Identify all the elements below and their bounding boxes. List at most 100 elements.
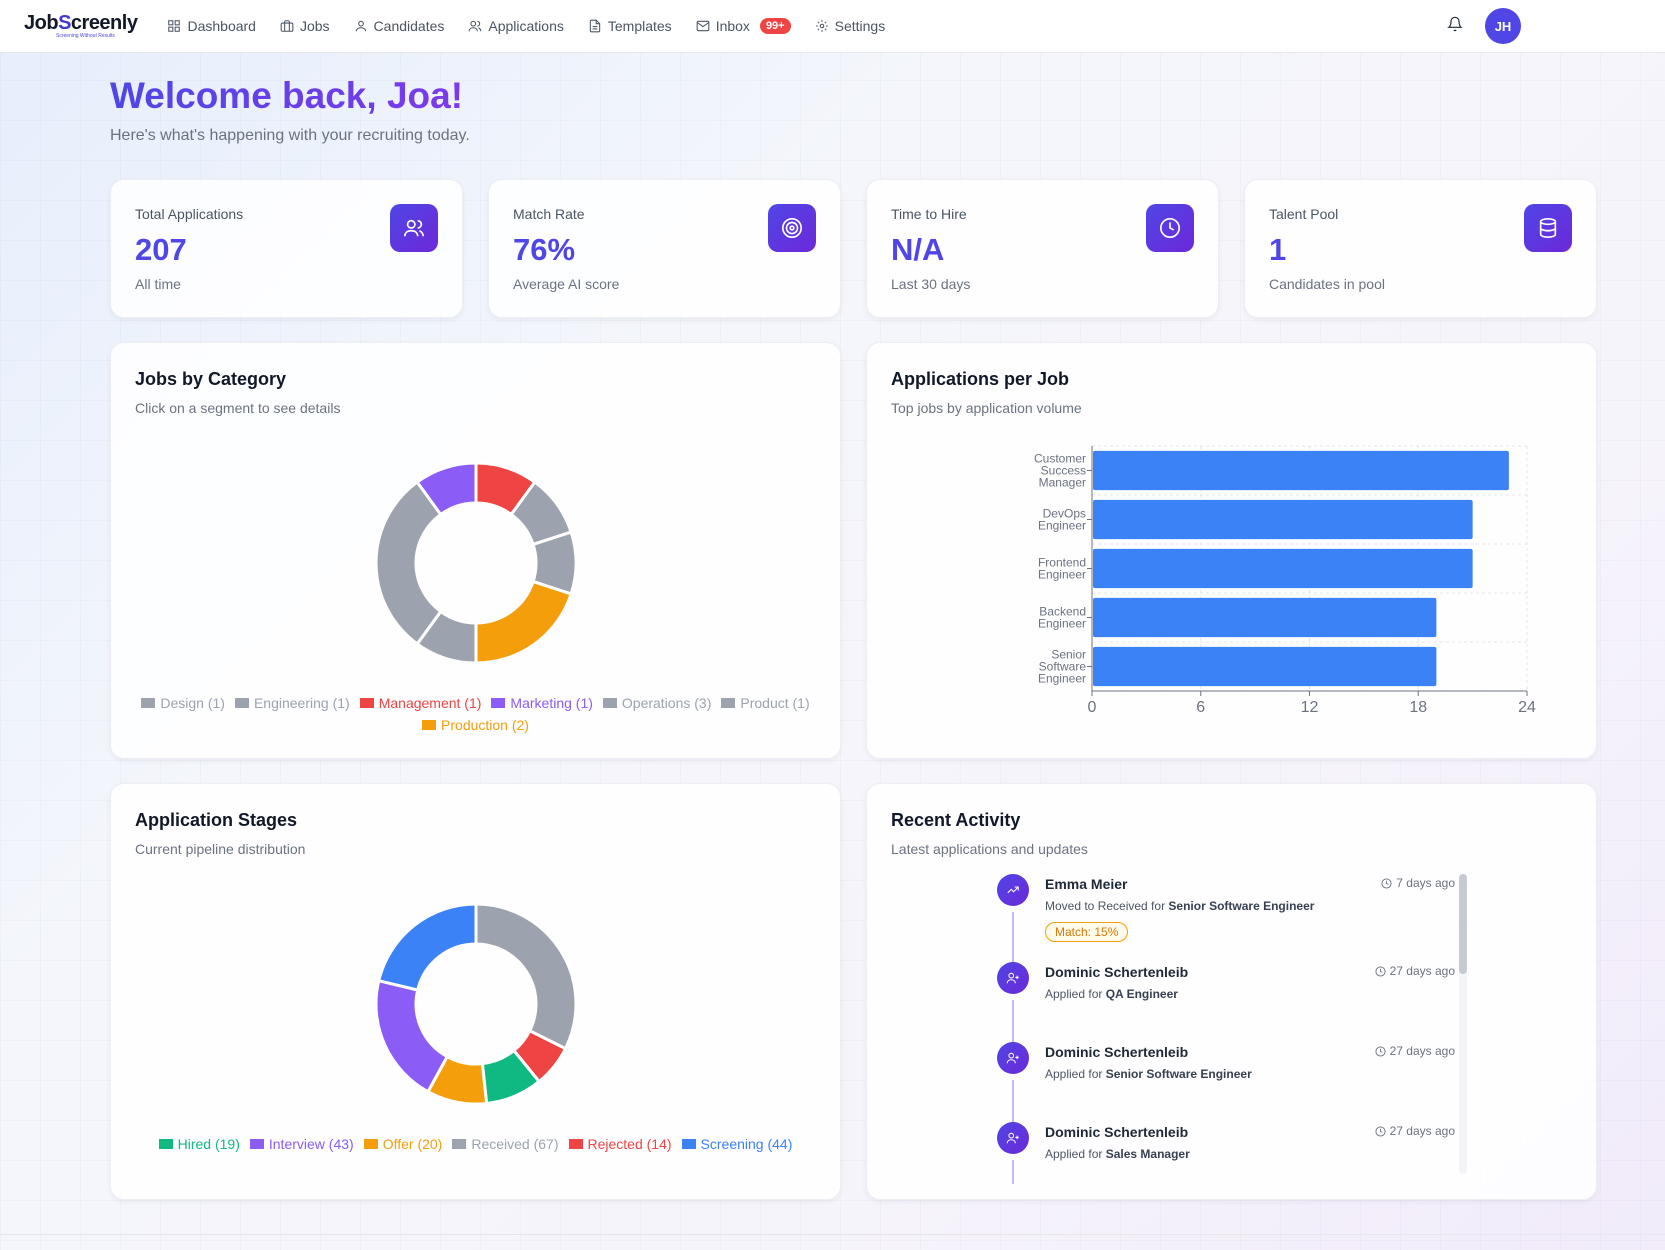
nav-dashboard[interactable]: Dashboard: [157, 12, 266, 40]
donut-segment-production[interactable]: [474, 579, 573, 665]
logo[interactable]: JobScreenly Screening Without Results: [24, 13, 138, 39]
users-icon: [404, 219, 424, 237]
legend-swatch: [491, 698, 506, 708]
nav-jobs-label: Jobs: [299, 18, 330, 34]
stat-icon-box: [390, 204, 438, 252]
bar-senior-software-engineer[interactable]: [1093, 646, 1437, 687]
activity-job[interactable]: QA Engineer: [1105, 987, 1178, 1001]
activity-item[interactable]: Dominic Schertenleib Applied for Sales M…: [997, 1122, 1467, 1184]
bar-customer-success-manager[interactable]: [1093, 450, 1509, 491]
scrollbar-thumb[interactable]: [1459, 874, 1467, 974]
activity-description: Moved to Received for Senior Software En…: [1045, 899, 1315, 913]
briefcase-icon: [280, 20, 294, 32]
notifications-button[interactable]: [1447, 16, 1463, 37]
main-content: Welcome back, Joa! Here's what's happeni…: [0, 53, 1665, 1200]
legend-label: Hired (19): [177, 1136, 240, 1152]
activity-description: Applied for QA Engineer: [1045, 987, 1178, 1001]
nav-right: JH: [1447, 8, 1521, 44]
activity-scrollbar[interactable]: [1459, 874, 1467, 1174]
activity-time: 27 days ago: [1375, 1124, 1455, 1138]
donut-segment-received[interactable]: [474, 902, 577, 1051]
card-subtitle: Current pipeline distribution: [135, 841, 306, 857]
jobs-by-category-card: Jobs by Category Click on a segment to s…: [110, 342, 841, 759]
legend-item-production[interactable]: Production (2): [422, 717, 529, 733]
jobs-category-legend: Design (1) Engineering (1) Management (1) M…: [141, 695, 810, 733]
legend-item-received[interactable]: Received (67): [452, 1136, 559, 1152]
legend-item-hired[interactable]: Hired (19): [158, 1136, 240, 1152]
applications-per-job-card: Applications per Job Top jobs by applica…: [866, 342, 1597, 759]
activity-job[interactable]: Sales Manager: [1105, 1147, 1190, 1161]
target-icon: [782, 218, 802, 238]
nav-settings-label: Settings: [834, 18, 886, 34]
timeline-connector: [1012, 1000, 1014, 1042]
legend-item-engineering[interactable]: Engineering (1): [234, 695, 350, 711]
legend-label: Rejected (14): [587, 1136, 672, 1152]
legend-item-rejected[interactable]: Rejected (14): [568, 1136, 672, 1152]
nav-menu: Dashboard Jobs Candidates Applications T…: [157, 12, 895, 40]
y-tick-label: DevOps Engineer: [1038, 507, 1086, 533]
activity-name: Dominic Schertenleib: [1045, 1124, 1189, 1140]
nav-settings[interactable]: Settings: [805, 12, 896, 40]
donut-segment-marketing[interactable]: [414, 461, 477, 517]
document-icon: [589, 19, 601, 33]
nav-jobs[interactable]: Jobs: [270, 12, 340, 40]
legend-item-interview[interactable]: Interview (43): [249, 1136, 354, 1152]
bar-devops-engineer[interactable]: [1093, 499, 1473, 540]
activity-icon-badge: [997, 1122, 1029, 1154]
activity-item[interactable]: Dominic Schertenleib Applied for Senior …: [997, 1042, 1467, 1122]
nav-templates[interactable]: Templates: [578, 12, 682, 40]
donut-wrap: [111, 899, 840, 1109]
nav-applications[interactable]: Applications: [458, 12, 574, 40]
stat-value: 1: [1269, 232, 1287, 267]
activity-job[interactable]: Senior Software Engineer: [1168, 899, 1315, 913]
clock-icon: [1381, 877, 1392, 889]
donut-segment-operations[interactable]: [374, 480, 443, 646]
legend-swatch: [249, 1139, 264, 1149]
stat-value: 76%: [513, 232, 576, 267]
donut-segment-screening[interactable]: [376, 902, 477, 992]
legend-item-operations[interactable]: Operations (3): [602, 695, 711, 711]
jobs-category-donut[interactable]: [371, 458, 581, 668]
donut-segment-interview[interactable]: [374, 978, 449, 1094]
activity-job[interactable]: Senior Software Engineer: [1105, 1067, 1252, 1081]
card-subtitle: Click on a segment to see details: [135, 400, 341, 416]
trending-up-icon: [1007, 886, 1019, 894]
timeline-connector: [1012, 912, 1014, 962]
top-nav: JobScreenly Screening Without Results Da…: [0, 0, 1665, 53]
legend-label: Offer (20): [382, 1136, 443, 1152]
legend-swatch: [422, 720, 437, 730]
legend-item-offer[interactable]: Offer (20): [363, 1136, 443, 1152]
footer-divider: [0, 1234, 1665, 1235]
activity-item[interactable]: Emma Meier Moved to Received for Senior …: [997, 874, 1467, 962]
legend-label: Screening (44): [700, 1136, 793, 1152]
legend-swatch: [681, 1139, 696, 1149]
nav-inbox[interactable]: Inbox 99+: [686, 12, 801, 40]
clock-icon: [1375, 1125, 1386, 1137]
user-avatar[interactable]: JH: [1485, 8, 1521, 44]
activity-time: 7 days ago: [1381, 876, 1455, 890]
stat-subtext: Average AI score: [513, 276, 620, 292]
legend-label: Received (67): [471, 1136, 559, 1152]
timeline-connector: [1012, 1160, 1014, 1184]
stats-row: Total Applications 207 All time Match Ra…: [110, 179, 1597, 318]
legend-item-management[interactable]: Management (1): [359, 695, 482, 711]
activity-time: 27 days ago: [1375, 1044, 1455, 1058]
legend-item-product[interactable]: Product (1): [721, 695, 810, 711]
legend-item-design[interactable]: Design (1): [141, 695, 225, 711]
database-icon: [1539, 218, 1557, 238]
bar-frontend-engineer[interactable]: [1093, 548, 1473, 589]
application-stages-card: Application Stages Current pipeline dist…: [110, 783, 841, 1200]
x-tick-label: 6: [1196, 699, 1205, 716]
bar-backend-engineer[interactable]: [1093, 597, 1437, 638]
legend-label: Management (1): [378, 695, 482, 711]
inbox-count-badge: 99+: [759, 18, 791, 34]
activity-feed: Emma Meier Moved to Received for Senior …: [997, 874, 1467, 1184]
legend-item-marketing[interactable]: Marketing (1): [491, 695, 593, 711]
activity-time: 27 days ago: [1375, 964, 1455, 978]
nav-candidates[interactable]: Candidates: [344, 12, 455, 40]
activity-icon-badge: [997, 874, 1029, 906]
stat-icon-box: [1146, 204, 1194, 252]
activity-item[interactable]: Dominic Schertenleib Applied for QA Engi…: [997, 962, 1467, 1042]
legend-item-screening[interactable]: Screening (44): [681, 1136, 793, 1152]
application-stages-donut[interactable]: [371, 899, 581, 1109]
